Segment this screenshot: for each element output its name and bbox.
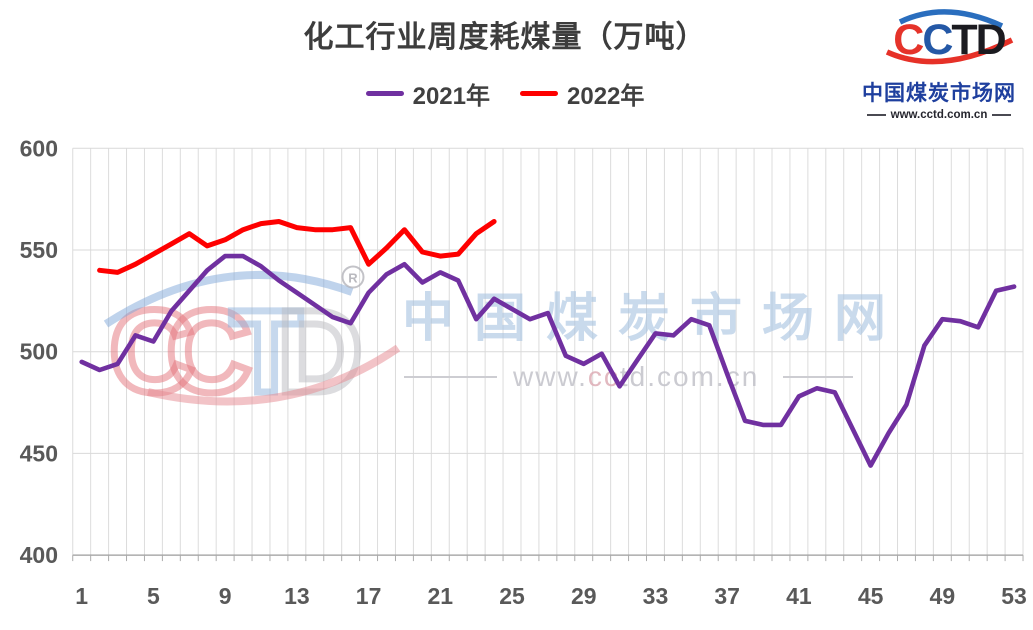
x-axis-label: 29: [571, 583, 597, 609]
logo-dash-right: [992, 114, 1012, 116]
y-axis-label: 500: [20, 339, 58, 365]
watermark-blue-arc: [103, 270, 354, 328]
x-axis-labels: 1 5 9 13 17 21 25 29 33 37 41 45 49 53: [75, 583, 1027, 609]
gridlines: [72, 147, 1024, 556]
brand-logo: CCTD 中国煤炭市场网 www.cctd.com.cn: [854, 2, 1024, 121]
x-axis-label: 13: [284, 583, 310, 609]
y-axis-labels: 400 450 500 550 600: [20, 135, 58, 568]
x-axis-label: 1: [75, 583, 88, 609]
x-axis-label: 21: [428, 583, 454, 609]
x-axis-label: 37: [714, 583, 740, 609]
logo-url: www.cctd.com.cn: [890, 109, 988, 121]
legend-label-2022: 2022年: [567, 83, 645, 110]
x-axis-label: 25: [499, 583, 525, 609]
legend-label-2021: 2021年: [412, 83, 490, 110]
logo-ellipse-red-arc: [885, 37, 1014, 65]
watermark-registered-letter: R: [348, 271, 358, 286]
logo-url-row: www.cctd.com.cn: [854, 109, 1024, 121]
brand-logo-mark: CCTD: [885, 9, 1014, 65]
y-axis-label: 450: [20, 440, 58, 466]
legend-swatch-2021: [365, 91, 404, 96]
x-axis-label: 17: [356, 583, 382, 609]
x-axis: [72, 554, 1024, 562]
series-line-2021年: [79, 253, 1017, 468]
logo-ellipse-blue-arc: [898, 9, 1004, 29]
legend-swatch-2022: [520, 91, 558, 96]
page-title: 化工行业周度耗煤量（万吨）: [303, 21, 707, 54]
logo-dash-left: [866, 114, 886, 116]
y-axis-label: 600: [20, 135, 58, 161]
x-axis-label: 53: [1001, 583, 1027, 609]
logo-site-name: 中国煤炭市场网: [862, 82, 1016, 105]
y-axis-label: 400: [20, 542, 58, 568]
x-axis-label: 5: [147, 583, 160, 609]
x-axis-label: 41: [786, 583, 812, 609]
y-axis-label: 550: [20, 237, 58, 263]
watermark-registered-icon: [341, 265, 365, 289]
x-axis-label: 49: [930, 583, 956, 609]
watermark-red-arc: [147, 344, 401, 406]
series-line-2022年: [97, 219, 497, 275]
logo-brand-text: CCTD: [893, 16, 1005, 64]
chart-legend: 2021年 2022年: [0, 76, 1010, 111]
x-axis-label: 33: [643, 583, 669, 609]
watermark-site-name: 中国煤炭市场网: [402, 290, 906, 348]
x-axis-label: 9: [219, 583, 232, 609]
x-axis-label: 45: [858, 583, 884, 609]
